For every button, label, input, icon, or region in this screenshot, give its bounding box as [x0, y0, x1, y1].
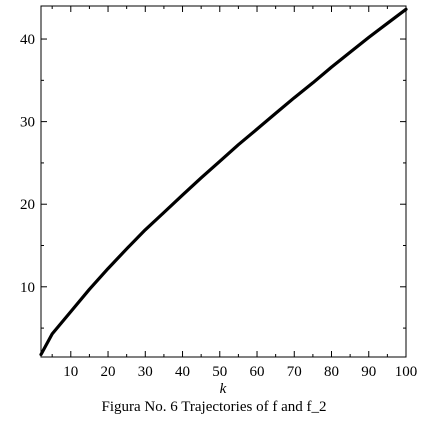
- x-tick-label: 100: [395, 364, 418, 380]
- x-tick-label: 20: [101, 364, 116, 380]
- x-tick-label: 90: [361, 364, 376, 380]
- y-tick-label: 30: [20, 115, 35, 131]
- y-tick-label: 10: [20, 280, 35, 296]
- x-axis: 10 20 30 40 50 60 70 80 90 100: [51, 6, 418, 380]
- x-tick-label: 50: [212, 364, 227, 380]
- y-axis: 10 20 30 40: [20, 32, 406, 329]
- y-tick-label: 40: [20, 32, 35, 48]
- figure-caption: Figura No. 6 Trajectories of f and f_2: [102, 399, 327, 415]
- series-line: [39, 7, 408, 357]
- x-tick-label: 80: [324, 364, 339, 380]
- series-group: [39, 7, 408, 357]
- x-tick-label: 30: [138, 364, 153, 380]
- plot-frame: [40, 5, 407, 358]
- x-axis-label: k: [220, 381, 227, 397]
- x-tick-label: 40: [175, 364, 190, 380]
- x-tick-label: 10: [63, 364, 78, 380]
- x-tick-label: 70: [287, 364, 302, 380]
- plot-border: [40, 5, 407, 358]
- x-tick-label: 60: [250, 364, 265, 380]
- y-tick-label: 20: [20, 197, 35, 213]
